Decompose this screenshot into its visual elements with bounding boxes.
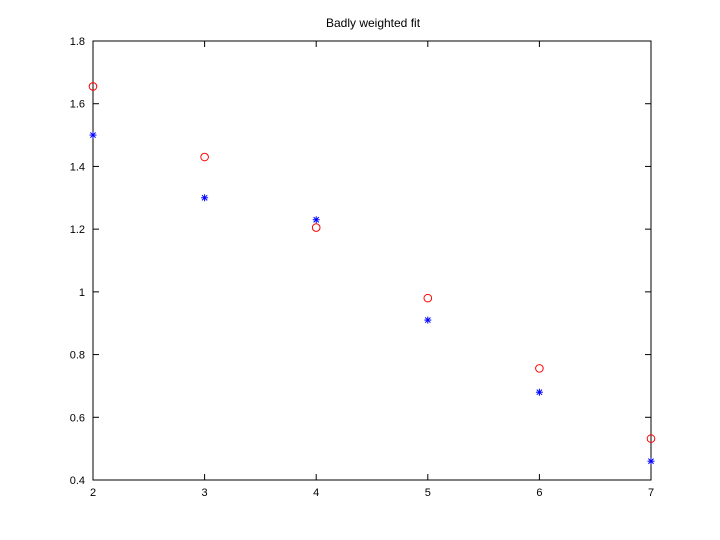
data-points [88, 82, 656, 465]
y-tick-label: 1.4 [70, 161, 85, 173]
y-tick-label: 1.8 [70, 36, 85, 48]
y-tick-label: 1.2 [70, 224, 85, 236]
axis-ticks [92, 40, 652, 481]
y-tick-label: 0.8 [70, 350, 85, 362]
asterisk-data-point [647, 457, 655, 465]
x-tick-label: 3 [202, 487, 208, 499]
asterisk-data-point [201, 194, 209, 202]
asterisk-data-point [312, 216, 320, 224]
circle-data-point [88, 82, 98, 91]
circle-data-point [200, 152, 209, 162]
y-tick-label: 1.6 [70, 99, 85, 111]
y-tick-label: 0.6 [70, 412, 85, 424]
chart-title: Badly weighted fit [326, 16, 421, 30]
x-tick-label: 6 [536, 487, 542, 499]
x-tick-label: 5 [425, 487, 431, 499]
circle-data-point [535, 364, 544, 373]
tick-labels: 2 3 4 5 6 7 0.4 0.6 0.8 1 1.2 1.4 1.6 1.8 [70, 36, 654, 499]
x-tick-label: 4 [313, 487, 319, 499]
asterisk-data-point [535, 388, 543, 396]
y-tick-label: 1 [79, 287, 85, 299]
circle-data-point [646, 434, 656, 443]
asterisk-data-point [89, 131, 97, 139]
circle-data-point [311, 223, 321, 232]
asterisk-data-point [424, 316, 432, 324]
x-tick-label: 7 [648, 487, 654, 499]
circle-data-point [423, 293, 433, 303]
y-tick-label: 0.4 [70, 475, 85, 487]
x-tick-label: 2 [90, 487, 96, 499]
plot-area-frame [92, 40, 652, 481]
